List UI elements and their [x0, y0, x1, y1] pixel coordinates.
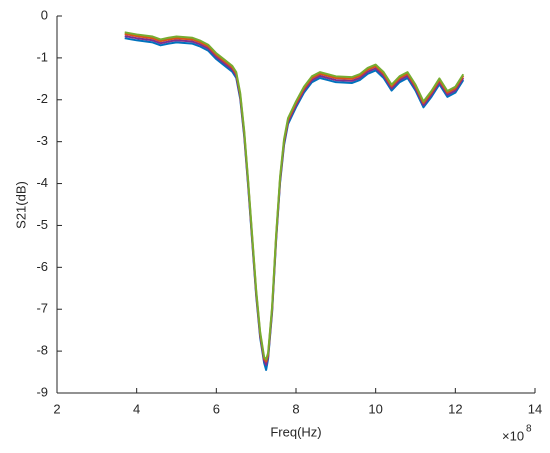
x-tick-label: 6 [213, 401, 220, 416]
series-line [124, 35, 465, 366]
series-line [124, 37, 465, 371]
x-tick-label: 10 [368, 401, 382, 416]
y-tick-label: -9 [36, 384, 48, 399]
x-axis-label: Freq(Hz) [270, 424, 321, 439]
y-tick-label: -2 [36, 91, 48, 106]
y-tick-label: -8 [36, 343, 48, 358]
y-tick-label: -7 [36, 301, 48, 316]
x-tick-label: 4 [133, 401, 140, 416]
x-scale-base: ×10 [502, 428, 524, 443]
series-line [124, 31, 465, 361]
y-tick-label: -5 [36, 217, 48, 232]
x-tick-label: 8 [292, 401, 299, 416]
y-tick-label: -6 [36, 259, 48, 274]
x-tick-label: 2 [53, 401, 60, 416]
series-line [124, 33, 465, 363]
y-tick-label: -1 [36, 49, 48, 64]
x-scale-exponent: 8 [526, 424, 532, 435]
y-tick-label: -3 [36, 133, 48, 148]
y-axis-label: S21(dB) [13, 181, 28, 229]
y-tick-label: -4 [36, 175, 48, 190]
x-tick-label: 12 [448, 401, 462, 416]
x-tick-label: 14 [528, 401, 542, 416]
y-tick-label: 0 [41, 7, 48, 22]
